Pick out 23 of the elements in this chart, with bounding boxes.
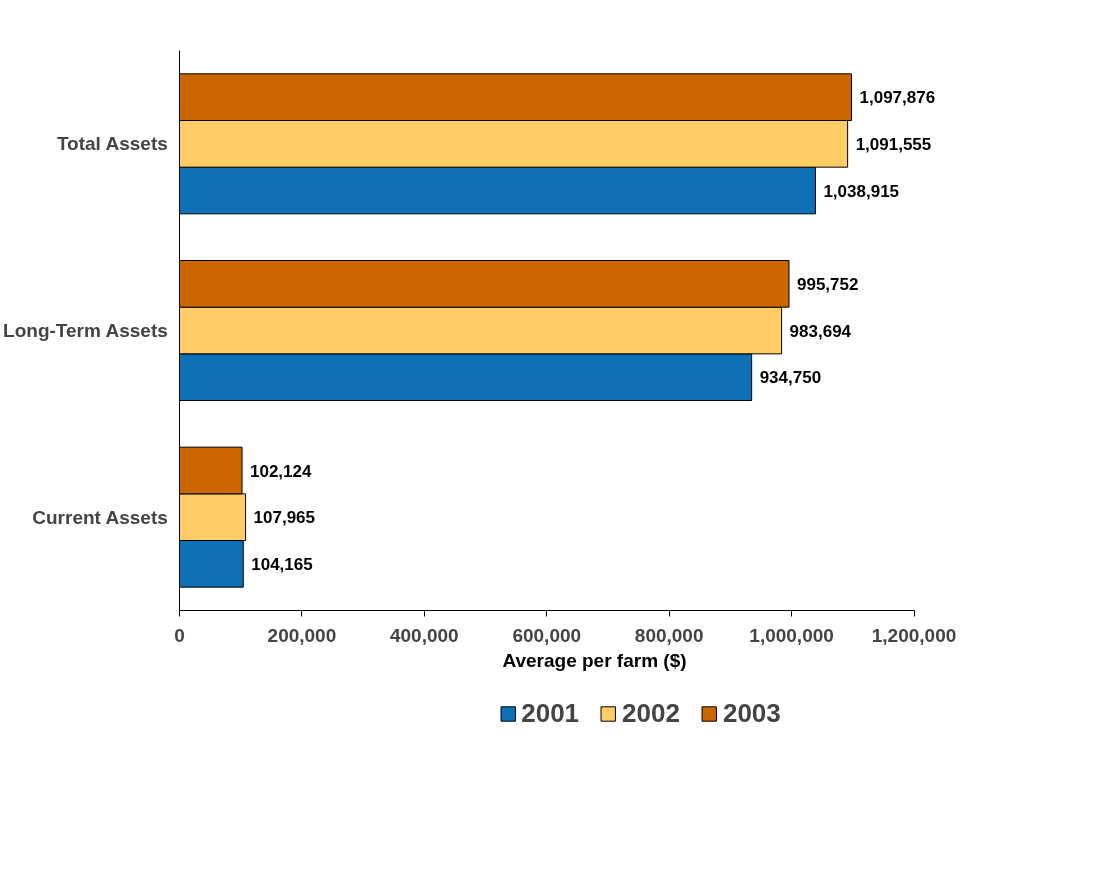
y-tick-label: Long-Term Assets (3, 320, 168, 341)
x-tick-label: 600,000 (512, 624, 582, 646)
legend-label: 2001 (521, 697, 580, 729)
y-tick-label: Current Assets (32, 506, 168, 528)
y-tick-label: Total Assets (56, 133, 168, 155)
legend-label: 2003 (722, 697, 781, 729)
legend-label: 2002 (622, 697, 680, 729)
x-tick-label: 200,000 (267, 624, 337, 646)
data-label: 107,965 (253, 508, 316, 528)
x-tick-label: 0 (174, 624, 185, 646)
data-label: 1,038,915 (823, 181, 900, 201)
data-label: 983,694 (789, 321, 852, 341)
data-label: 1,097,876 (859, 88, 936, 108)
data-label: 995,752 (796, 274, 859, 294)
x-axis-title: Average per farm ($) (502, 649, 687, 671)
data-label: 104,165 (251, 554, 313, 574)
data-label: 102,124 (250, 461, 313, 481)
x-tick-label: 400,000 (390, 624, 459, 646)
data-label: 934,750 (759, 368, 822, 388)
x-tick-label: 1,200,000 (871, 624, 957, 646)
x-tick-label: 1,000,000 (749, 624, 834, 646)
x-tick-label: 800,000 (634, 624, 704, 646)
data-label: 1,091,555 (855, 134, 932, 154)
